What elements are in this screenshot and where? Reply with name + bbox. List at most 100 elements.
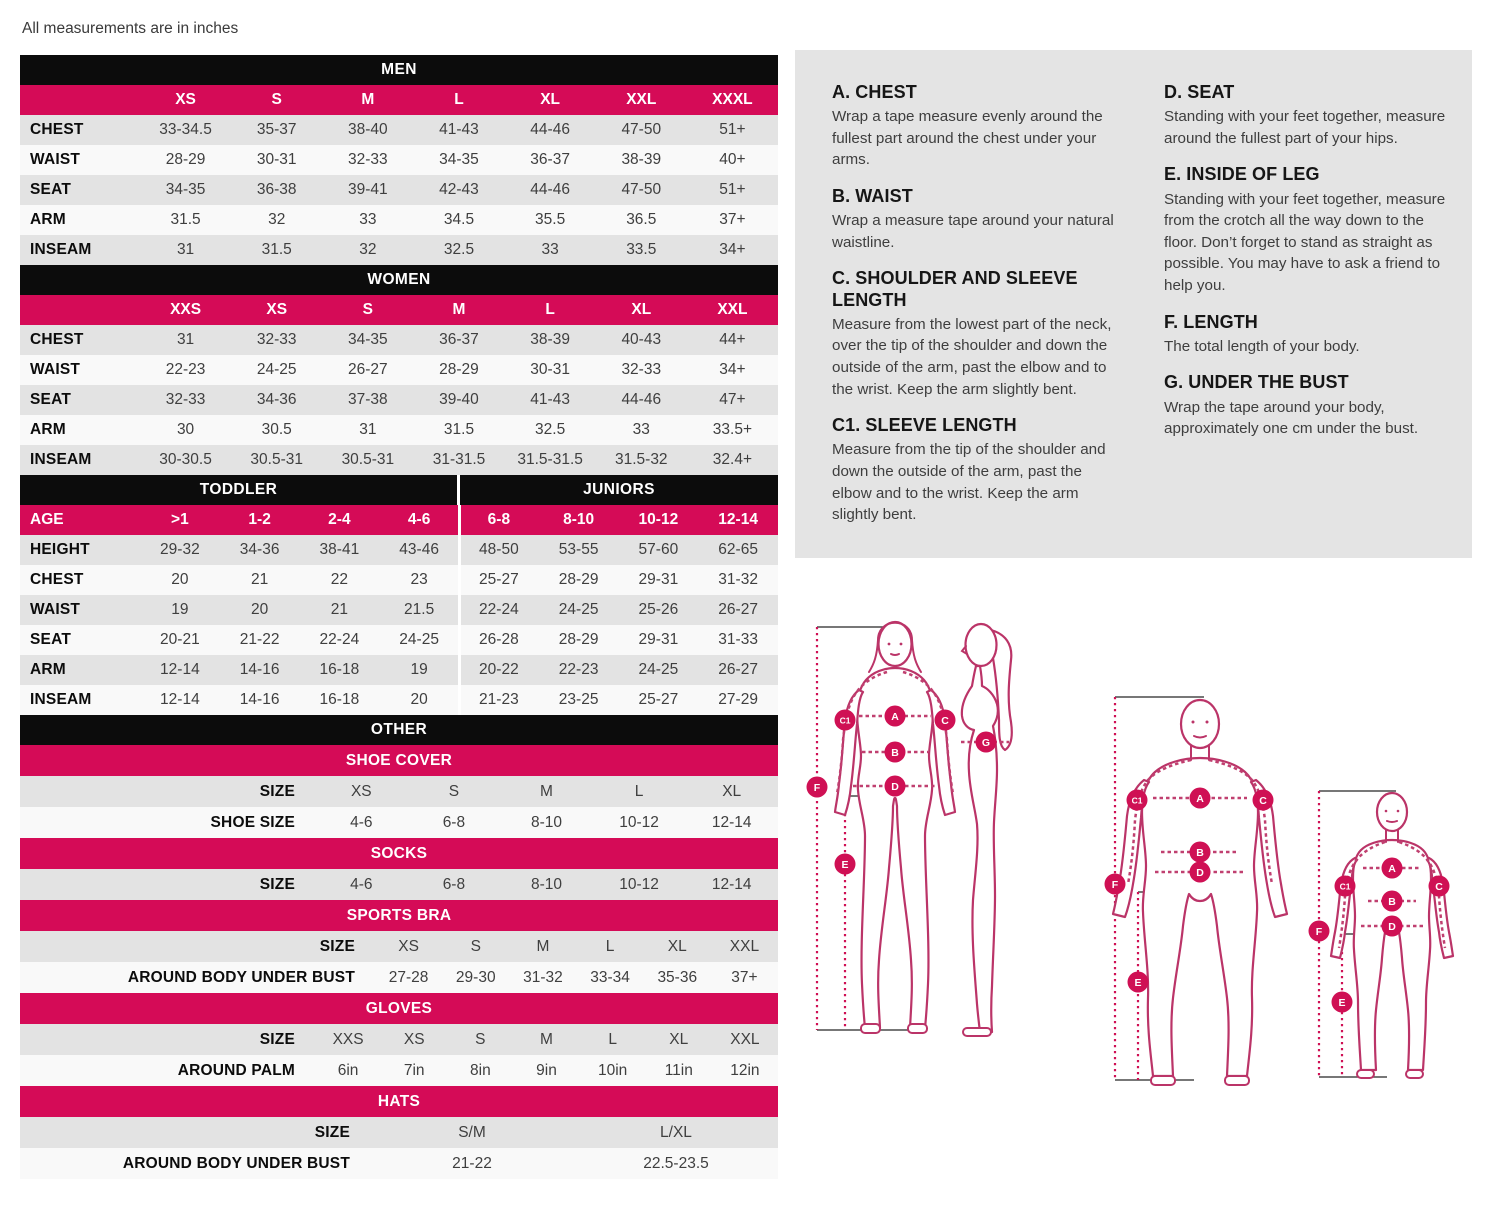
row-label: SEAT: [30, 391, 71, 408]
svg-text:C: C: [1435, 881, 1443, 893]
cell: 44-46: [530, 181, 570, 198]
men-table-title: MEN: [20, 55, 778, 85]
guide-heading: G. UNDER THE BUST: [1164, 372, 1349, 393]
cell: 32.4+: [712, 451, 753, 468]
cell: 10-12: [619, 813, 659, 831]
juniors-title: JUNIORS: [460, 475, 778, 505]
size-col: XXXL: [712, 91, 753, 108]
table-row: SIZE XS S M L XL XXL: [20, 931, 778, 962]
guide-item-waist: B. WAIST Wrap a measure tape around your …: [832, 186, 1116, 253]
guide-body: Wrap the tape around your body, approxim…: [1164, 398, 1419, 438]
cell: 20-21: [160, 631, 200, 648]
cell: 32-33: [165, 391, 206, 408]
table-row: WAIST 19 20 21 21.5 22-24 24-25 25-26 26-27: [20, 595, 778, 625]
kids-table-body: AGE >1 1-2 2-4 4-6 6-8 8-10 10-12 12-14 …: [20, 505, 778, 715]
guide-body: Wrap a tape measure evenly around the fu…: [832, 108, 1103, 169]
row-label: AROUND BODY UNDER BUST: [127, 968, 355, 986]
cell: 20: [251, 601, 269, 618]
cell: 35-37: [256, 121, 297, 138]
cell: 25-27: [638, 691, 679, 708]
cell: 39-40: [439, 391, 479, 408]
cell: 21.5: [404, 601, 435, 618]
marker-d: D: [1189, 861, 1211, 883]
row-label: CHEST: [30, 121, 84, 138]
cell: 51+: [719, 181, 746, 198]
cell: 41-43: [530, 391, 570, 408]
cell: 28-29: [439, 361, 479, 378]
cell: 6-8: [442, 875, 466, 893]
marker-g: G: [975, 731, 997, 753]
divider: [457, 475, 460, 505]
cell: 12-14: [160, 691, 200, 708]
cell: M: [536, 937, 550, 955]
table-row: SIZE 4-6 6-8 8-10 10-12 12-14: [20, 869, 778, 900]
row-label: CHEST: [30, 571, 84, 588]
cell: 35.5: [535, 211, 566, 228]
table-row: AROUND PALM 6in 7in 8in 9in 10in 11in 12in: [20, 1055, 778, 1086]
cell: 62-65: [718, 541, 758, 558]
cell: 40+: [719, 151, 746, 168]
age-col: 2-4: [328, 511, 351, 528]
table-row: SIZE S/M L/XL: [20, 1117, 778, 1148]
marker-a: A: [1189, 787, 1211, 809]
size-col: S: [362, 301, 374, 318]
cell: 20: [410, 691, 428, 708]
cell: S: [470, 937, 481, 955]
cell: 25-26: [638, 601, 679, 618]
cell: 4-6: [350, 813, 373, 831]
cell: 47+: [719, 391, 746, 408]
guide-item-seat: D. SEAT Standing with your feet together,…: [1164, 82, 1448, 149]
cell: 40-43: [621, 331, 662, 348]
cell: L: [634, 782, 644, 800]
age-col: 1-2: [248, 511, 271, 528]
table-row: SEAT 32-33 34-36 37-38 39-40 41-43 44-46 47+: [20, 385, 778, 415]
cell: 48-50: [479, 541, 519, 558]
measurement-figures: C1 A C B D F E G: [806, 620, 1455, 1086]
cell: 38-41: [319, 541, 360, 558]
table-row: SHOE SIZE 4-6 6-8 8-10 10-12 12-14: [20, 807, 778, 838]
svg-text:G: G: [982, 737, 990, 749]
hats-title: HATS: [20, 1086, 778, 1117]
cell: 28-29: [558, 571, 599, 588]
table-row: SEAT 20-21 21-22 22-24 24-25 26-28 28-29 29-31 3…: [20, 625, 778, 655]
cell: 11in: [664, 1061, 693, 1079]
cell: 19: [171, 601, 189, 618]
size-col: XXL: [626, 91, 657, 108]
other-table-title: OTHER: [20, 715, 778, 745]
cell: L/XL: [660, 1123, 692, 1141]
marker-b: B: [1381, 890, 1403, 912]
svg-text:A: A: [1196, 793, 1204, 805]
cell: 35-36: [657, 968, 698, 986]
cell: 38-39: [530, 331, 570, 348]
women-table-title: WOMEN: [20, 265, 778, 295]
svg-text:B: B: [891, 747, 899, 759]
cell: M: [540, 782, 553, 800]
cell: 16-18: [319, 661, 360, 678]
cell: 44-46: [621, 391, 662, 408]
kids-table-header: TODDLER JUNIORS: [20, 475, 778, 505]
cell: 28-29: [558, 631, 599, 648]
svg-text:E: E: [1338, 997, 1345, 1009]
cell: XXS: [332, 1030, 364, 1048]
guide-heading: D. SEAT: [1164, 82, 1235, 102]
size-col: XL: [540, 91, 561, 108]
cell: 44+: [719, 331, 746, 348]
row-label: ARM: [30, 421, 66, 438]
cell: 36-37: [439, 331, 479, 348]
marker-c: C: [934, 709, 956, 731]
cell: 19: [410, 661, 428, 678]
figure-woman-front: C1 A C B D F E: [806, 620, 957, 1034]
guide-body: Standing with your feet together, measur…: [1164, 190, 1446, 294]
marker-e: E: [834, 853, 856, 875]
guide-body: Measure from the tip of the shoulder and…: [832, 441, 1106, 524]
cell: 12-14: [711, 875, 752, 893]
cell: 44-46: [530, 121, 570, 138]
row-label: INSEAM: [30, 451, 92, 468]
cell: 33: [541, 241, 559, 258]
marker-a: A: [884, 705, 906, 727]
cell: 47-50: [621, 181, 662, 198]
cell: 25-27: [479, 571, 519, 588]
cell: 26-27: [718, 661, 758, 678]
cell: 29-31: [638, 631, 679, 648]
svg-text:A: A: [891, 711, 899, 723]
